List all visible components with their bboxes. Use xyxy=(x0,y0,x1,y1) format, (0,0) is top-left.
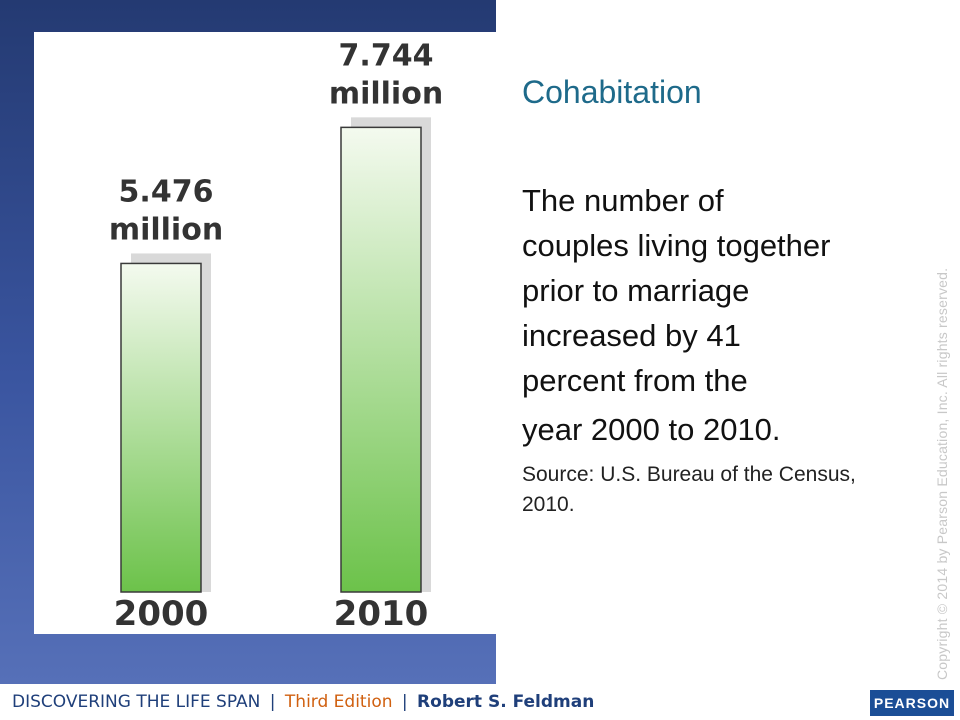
book-title: DISCOVERING THE LIFE SPAN xyxy=(12,692,261,712)
bar-unit-label: million xyxy=(329,76,443,111)
chart-area: 5.476 million 2000 7.744 million 2010 xyxy=(34,32,496,634)
body-line: couples living together xyxy=(522,228,831,263)
slide-title: Cohabitation xyxy=(522,74,702,110)
footer: DISCOVERING THE LIFE SPAN | Third Editio… xyxy=(0,684,960,720)
bar-2000 xyxy=(120,262,202,593)
footer-book-info: DISCOVERING THE LIFE SPAN | Third Editio… xyxy=(12,692,594,712)
category-label: 2000 xyxy=(114,594,209,634)
body-line: The number of xyxy=(522,183,724,218)
body-line: percent from the xyxy=(522,363,748,398)
footer-separator: | xyxy=(269,692,276,712)
book-edition: Third Edition xyxy=(284,692,393,712)
bar-2010 xyxy=(340,126,422,593)
book-author: Robert S. Feldman xyxy=(417,692,595,712)
bar-value-label: 7.744 xyxy=(339,38,434,73)
body-line: increased by 41 xyxy=(522,318,741,353)
pearson-logo: PEARSON xyxy=(870,690,954,716)
category-label: 2010 xyxy=(334,594,429,634)
copyright-notice: Copyright © 2014 by Pearson Education, I… xyxy=(934,267,950,680)
bar-value-label: 5.476 xyxy=(119,174,214,209)
footer-separator: | xyxy=(401,692,408,712)
body-text-tail: year 2000 to 2010. xyxy=(522,412,781,447)
body-text: The number of couples living together pr… xyxy=(522,178,912,403)
body-line: prior to marriage xyxy=(522,273,750,308)
source-note: Source: U.S. Bureau of the Census, 2010. xyxy=(522,463,856,516)
left-panel: 5.476 million 2000 7.744 million 2010 xyxy=(0,0,496,684)
bar-unit-label: million xyxy=(109,212,223,247)
